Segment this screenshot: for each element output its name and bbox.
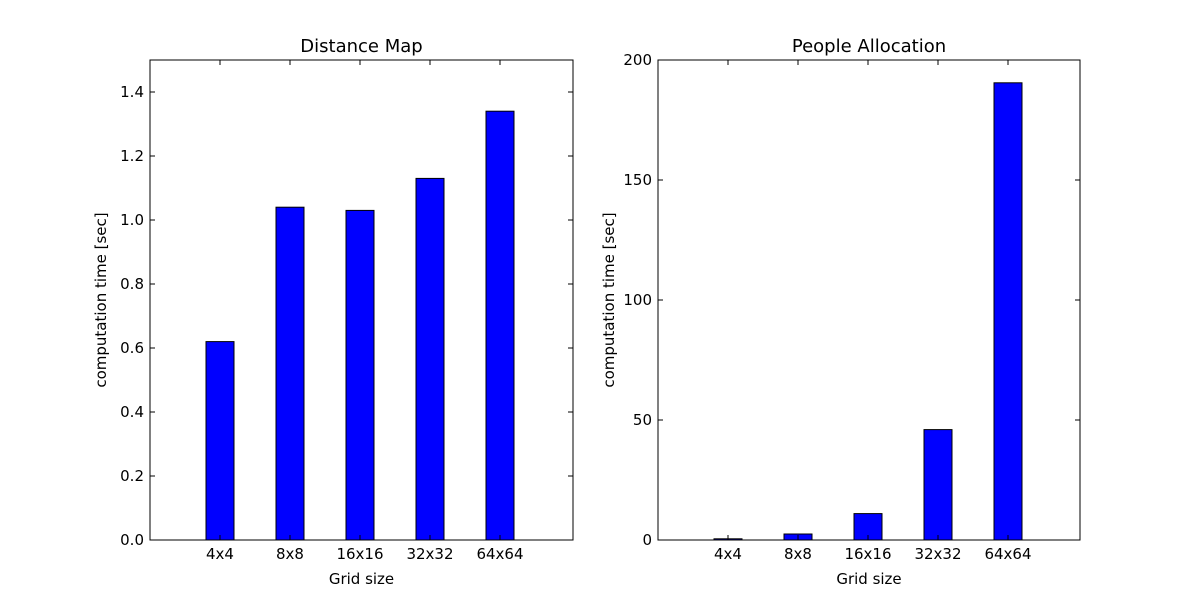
- x-tick-label: 64x64: [476, 545, 523, 563]
- bar-64x64: [485, 110, 515, 541]
- bar-64x64: [993, 82, 1023, 541]
- y-tick-label: 0.6: [120, 339, 144, 357]
- x-tick-label: 32x32: [406, 545, 453, 563]
- y-tick-label: 200: [623, 51, 652, 69]
- y-axis-label: computation time [sec]: [92, 212, 110, 387]
- y-tick-label: 0.8: [120, 275, 144, 293]
- x-tick-label: 64x64: [984, 545, 1031, 563]
- plot-frame: [149, 59, 574, 541]
- x-tick-label: 16x16: [336, 545, 383, 563]
- x-tick-label: 4x4: [714, 545, 742, 563]
- bar-4x4: [205, 341, 235, 541]
- bar-32x32: [415, 177, 445, 541]
- chart-title: Distance Map: [300, 36, 422, 57]
- chart-1: 0.0 0.2 0.4 0.6 0.8 1.0 1.2 1.4 4x4 8x8 16x16 32x32…: [92, 36, 574, 588]
- y-tick-label: 1.0: [120, 211, 144, 229]
- y-tick-label: 0.4: [120, 403, 144, 421]
- y-tick-label: 0.0: [120, 531, 144, 549]
- y-axis-label: computation time [sec]: [600, 212, 618, 387]
- y-tick-label: 100: [623, 291, 652, 309]
- bar-32x32: [923, 429, 953, 541]
- x-axis-label: Grid size: [836, 570, 901, 588]
- y-tick-label: 1.2: [120, 147, 144, 165]
- y-tick-label: 150: [623, 171, 652, 189]
- chart-2: 0 50 100 150 200 4x4 8x8 16x16 32x32 64x64 People …: [600, 36, 1081, 588]
- bar-8x8: [275, 206, 305, 541]
- x-tick-label: 16x16: [844, 545, 891, 563]
- x-tick-label: 8x8: [784, 545, 812, 563]
- x-tick-label: 8x8: [276, 545, 304, 563]
- y-tick-label: 0: [642, 531, 652, 549]
- x-tick-label: 4x4: [206, 545, 234, 563]
- x-tick-label: 32x32: [914, 545, 961, 563]
- bar-16x16: [345, 209, 375, 541]
- y-tick-label: 1.4: [120, 83, 144, 101]
- chart-title: People Allocation: [792, 36, 946, 57]
- x-axis-label: Grid size: [329, 570, 394, 588]
- y-tick-label: 0.2: [120, 467, 144, 485]
- y-tick-label: 50: [633, 411, 652, 429]
